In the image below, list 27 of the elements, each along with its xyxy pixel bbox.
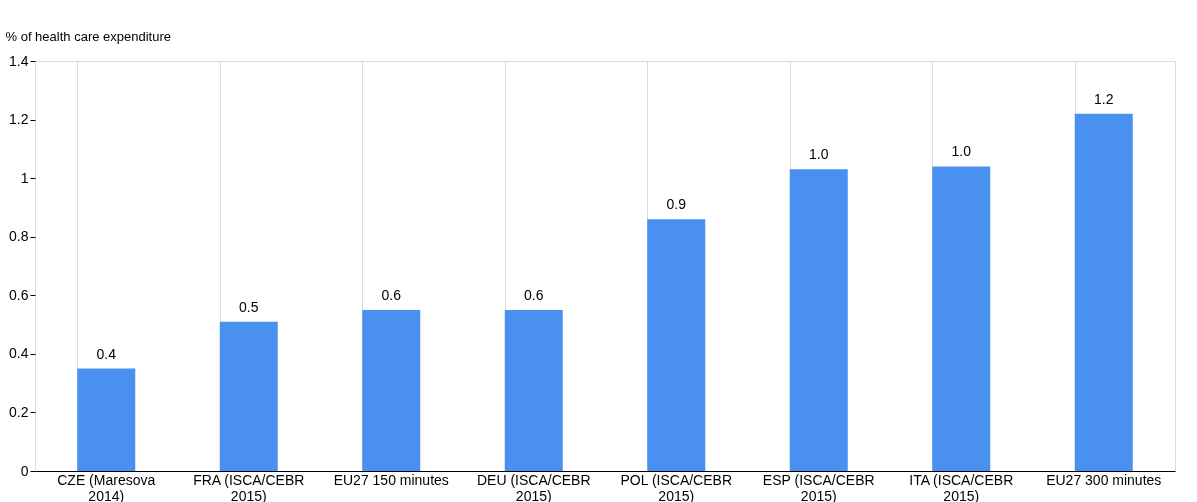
x-tick-label: EU27 300 minutes (1046, 471, 1162, 488)
data-label: 1.0 (809, 146, 829, 163)
data-label: 0.6 (524, 286, 544, 303)
data-label: 1.2 (1094, 90, 1114, 107)
bar (219, 321, 278, 471)
y-tick-label: 0.2 (9, 403, 29, 420)
data-label: 0.9 (666, 196, 687, 213)
y-tick-label: 1 (20, 169, 29, 186)
data-label: 0.6 (381, 286, 402, 303)
data-label: 0.5 (239, 298, 259, 315)
bar (932, 166, 991, 471)
y-tick-label: 0.4 (9, 345, 29, 362)
bar (77, 368, 136, 471)
bar (789, 169, 848, 471)
y-tick-label: 0.6 (9, 286, 29, 303)
y-tick-label: 0 (20, 462, 29, 479)
x-tick-label: EU27 150 minutes (333, 471, 449, 488)
y-tick-label: 1.2 (9, 111, 29, 128)
y-tick-label: 0.8 (9, 228, 29, 245)
bar (1074, 113, 1133, 471)
y-tick-label: 1.4 (9, 52, 29, 69)
data-label: 0.4 (96, 345, 117, 362)
bar (504, 309, 563, 471)
data-label: 1.0 (951, 143, 972, 160)
bar (362, 309, 421, 471)
y-axis-title: % of health care expenditure (5, 28, 171, 44)
bar (647, 219, 706, 471)
